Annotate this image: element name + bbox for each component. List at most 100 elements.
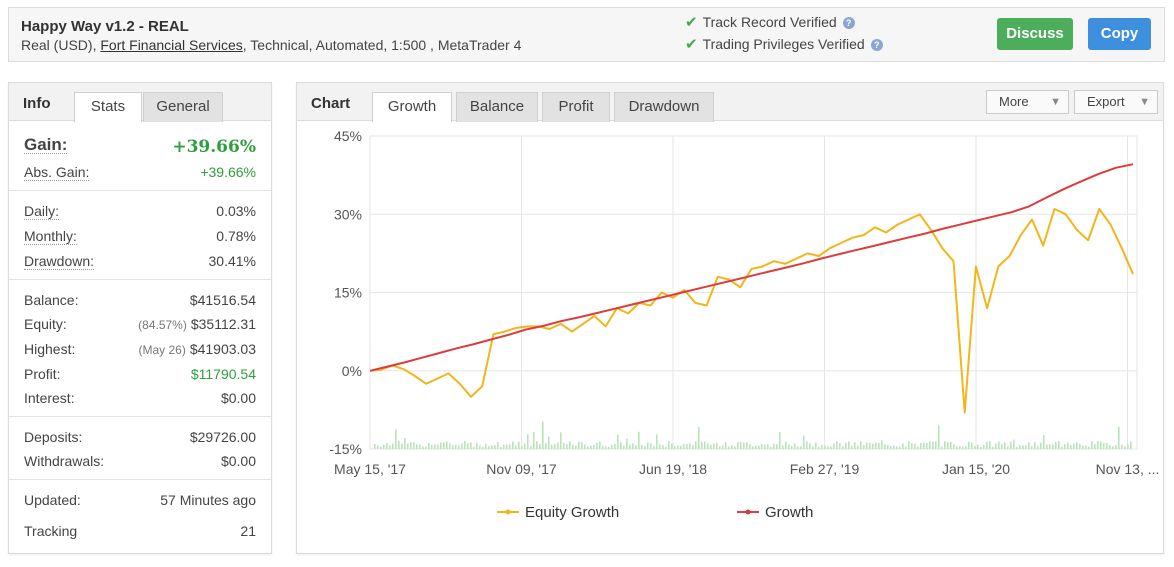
stat-value: 0.03% <box>216 203 256 219</box>
volume-bar <box>395 429 397 449</box>
volume-bar <box>818 446 820 449</box>
volume-bar <box>755 445 757 449</box>
volume-bar <box>500 446 502 449</box>
tab-profit[interactable]: Profit <box>542 92 610 122</box>
volume-bar <box>521 445 523 449</box>
volume-bar <box>656 434 658 449</box>
volume-bar <box>446 441 448 449</box>
volume-bar <box>374 444 376 449</box>
volume-bar <box>1016 446 1018 449</box>
divider <box>9 190 271 191</box>
discuss-button[interactable]: Discuss <box>997 18 1073 50</box>
volume-bar <box>1052 444 1054 449</box>
volume-bar <box>857 445 859 449</box>
volume-bar <box>680 445 682 449</box>
volume-bar <box>773 443 775 449</box>
volume-bar <box>428 442 430 449</box>
volume-bar <box>482 446 484 449</box>
volume-bar <box>629 445 631 449</box>
volume-bar <box>1106 442 1108 449</box>
volume-bar <box>887 444 889 449</box>
volume-bar <box>398 440 400 449</box>
volume-bar <box>884 444 886 449</box>
volume-bar <box>983 444 985 449</box>
volume-bar <box>1070 445 1072 449</box>
tab-general[interactable]: General <box>143 92 223 122</box>
volume-bar <box>614 444 616 449</box>
volume-bar <box>491 445 493 449</box>
stat-value: +39.66% <box>200 164 256 180</box>
volume-bar <box>1112 446 1114 449</box>
stat-label: Gain: <box>24 135 68 154</box>
stat-label: Daily: <box>24 203 60 220</box>
volume-bar <box>494 444 496 449</box>
volume-bar <box>647 442 649 449</box>
volume-bar <box>1046 444 1048 449</box>
volume-bar <box>530 446 532 449</box>
broker-link[interactable]: Fort Financial Services <box>100 37 243 53</box>
stat-profit: Profit: $11790.54 <box>24 364 256 386</box>
volume-bar <box>377 445 379 449</box>
volume-bar <box>1127 443 1129 449</box>
stat-abs-gain: Abs. Gain: +39.66% <box>24 162 256 184</box>
volume-bar <box>611 444 613 449</box>
volume-bar <box>422 446 424 449</box>
volume-bar <box>917 446 919 449</box>
volume-bar <box>386 443 388 449</box>
tab-drawdown[interactable]: Drawdown <box>614 92 714 122</box>
volume-bar <box>830 446 832 449</box>
chart-panel: Chart Growth Balance Profit Drawdown Mor… <box>296 82 1164 554</box>
y-tick-label: 30% <box>334 206 362 222</box>
volume-bar <box>392 443 394 449</box>
volume-bar <box>653 446 655 449</box>
y-tick-label: 15% <box>334 285 362 301</box>
help-icon[interactable]: ? <box>842 17 855 29</box>
tab-balance[interactable]: Balance <box>456 92 538 122</box>
system-subtitle: Real (USD), Fort Financial Services, Tec… <box>21 37 521 53</box>
volume-bar <box>860 441 862 449</box>
volume-bar <box>893 445 895 449</box>
y-tick-label: -15% <box>329 441 362 457</box>
equity-growth-line <box>369 208 1134 414</box>
volume-bar <box>401 443 403 449</box>
x-tick-label: Jan 15, '20 <box>942 461 1010 477</box>
volume-bar <box>845 442 847 449</box>
volume-bar <box>473 446 475 449</box>
volume-bar <box>620 442 622 449</box>
chevron-down-icon: ▼ <box>1050 96 1061 108</box>
volume-bar <box>719 446 721 449</box>
volume-bar <box>854 442 856 449</box>
stat-label: Deposits: <box>24 429 83 445</box>
volume-bar <box>1094 444 1096 449</box>
volume-bar <box>455 444 457 449</box>
volume-bar <box>608 446 610 449</box>
volume-bar <box>1007 446 1009 449</box>
more-dropdown[interactable]: More ▼ <box>986 90 1069 114</box>
copy-button[interactable]: Copy <box>1088 18 1151 50</box>
volume-bar <box>911 443 913 449</box>
export-dropdown[interactable]: Export ▼ <box>1074 90 1158 114</box>
stat-label: Updated: <box>24 492 81 508</box>
volume-bar <box>998 441 1000 449</box>
volume-bar <box>434 444 436 449</box>
volume-bar <box>1049 444 1051 449</box>
y-tick-label: 0% <box>342 363 362 379</box>
volume-bar <box>929 441 931 449</box>
stat-equity: Equity: (84.57%) $35112.31 <box>24 314 256 336</box>
volume-bar <box>1013 439 1015 449</box>
stat-value: (84.57%) $35112.31 <box>138 316 256 332</box>
tab-growth[interactable]: Growth <box>372 92 452 122</box>
help-icon[interactable]: ? <box>870 39 883 51</box>
volume-bar <box>866 442 868 449</box>
volume-bar <box>380 446 382 449</box>
volume-bar <box>677 445 679 449</box>
volume-bar <box>1088 446 1090 449</box>
stat-label: Balance: <box>24 292 79 308</box>
tab-stats[interactable]: Stats <box>74 92 142 122</box>
volume-bar <box>1058 441 1060 449</box>
volume-bar <box>575 445 577 449</box>
volume-bar <box>986 441 988 449</box>
stat-value: $11790.54 <box>190 366 256 382</box>
y-axis-labels: 45% 30% 15% 0% -15% <box>329 128 362 457</box>
volume-bar <box>851 445 853 449</box>
